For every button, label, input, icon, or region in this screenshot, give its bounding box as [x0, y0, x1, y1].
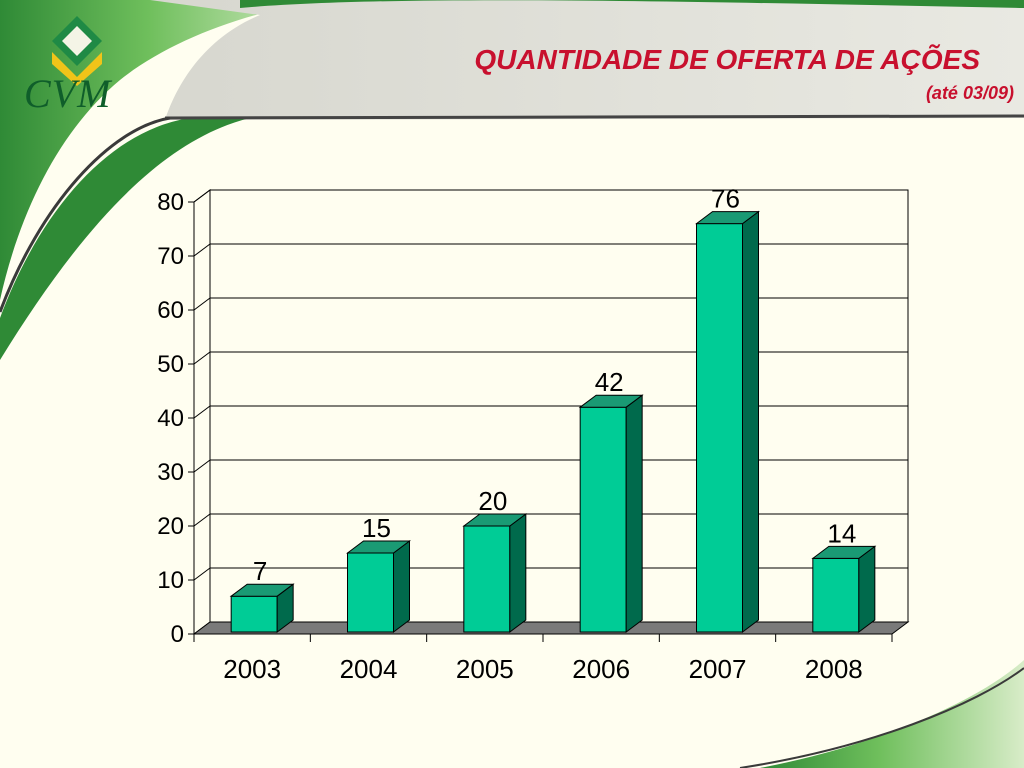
green-top-arc	[240, 0, 1024, 8]
bar-2007-side	[742, 210, 759, 633]
chart-bars	[229, 210, 877, 634]
header-gray	[150, 0, 1024, 120]
y-tick-label: 60	[157, 297, 184, 324]
bar-2006-side	[625, 394, 643, 633]
x-tick-label: 2004	[340, 654, 398, 684]
x-tick-label: 2006	[572, 654, 630, 684]
y-tick-label: 50	[157, 351, 184, 378]
gridline-side	[193, 189, 211, 203]
dark-arc-line	[164, 114, 1024, 120]
y-tick-label: 20	[157, 513, 184, 540]
data-label: 76	[711, 184, 740, 214]
x-tick-label: 2005	[456, 654, 514, 684]
y-tick-label: 40	[157, 405, 184, 432]
slide-subtitle: (até 03/09)	[925, 83, 1014, 103]
bar-2004-top	[346, 540, 411, 554]
y-tick-label: 30	[157, 459, 184, 486]
dark-arc-line-2	[0, 116, 171, 313]
bar-2004-front	[347, 552, 394, 633]
y-tick-label: 10	[157, 567, 184, 594]
chart-grid: 0 10 20 30 40 50 60 70 80	[157, 189, 909, 648]
y-tick-label: 0	[171, 621, 184, 648]
logo-text: CVM	[24, 71, 112, 116]
data-label: 14	[827, 518, 856, 548]
bar-2005-front	[463, 525, 511, 633]
bar-2003-front	[230, 595, 278, 633]
chart-floor	[192, 621, 910, 642]
bottom-right-line	[739, 667, 1024, 768]
x-tick-label: 2007	[689, 654, 747, 684]
x-tick-label: 2003	[223, 654, 281, 684]
gridline-side	[193, 459, 211, 473]
gridline-side	[193, 243, 211, 257]
gridline-side	[193, 405, 211, 419]
bar-2006-front	[579, 406, 627, 633]
data-label: 7	[253, 556, 267, 586]
bar-2007-front	[696, 223, 743, 633]
bar-2003-top	[229, 583, 295, 597]
bottom-right-swoosh	[760, 660, 1024, 768]
data-label: 20	[478, 486, 507, 516]
chart-labels: 7 2003 15 2004 20 2005 42 2006 76 2007 14 2008	[223, 184, 863, 684]
cvm-logo	[52, 16, 102, 86]
bar-2005-top	[462, 513, 528, 527]
bar-2008-side	[858, 545, 876, 633]
bar-2004-side	[393, 540, 410, 633]
chart-floor-plane	[192, 621, 910, 635]
bar-2008-front	[812, 557, 860, 633]
gridline-side	[193, 567, 211, 581]
bar-2007-top	[695, 211, 760, 225]
x-tick-label: 2008	[805, 654, 863, 684]
bar-2005-side	[509, 512, 527, 634]
green-upper-arc	[0, 118, 250, 360]
y-tick-label: 70	[157, 243, 184, 270]
bar-2006-top	[578, 394, 644, 408]
gridline-side	[193, 351, 211, 365]
y-tick-label: 80	[157, 189, 184, 216]
slide-title: QUANTIDADE DE OFERTA DE AÇÕES	[474, 44, 980, 75]
gridline-side	[193, 297, 211, 311]
data-label: 15	[362, 513, 391, 543]
data-label: 42	[595, 367, 624, 397]
gridline-side	[193, 513, 211, 527]
bar-2008-top	[811, 545, 877, 559]
